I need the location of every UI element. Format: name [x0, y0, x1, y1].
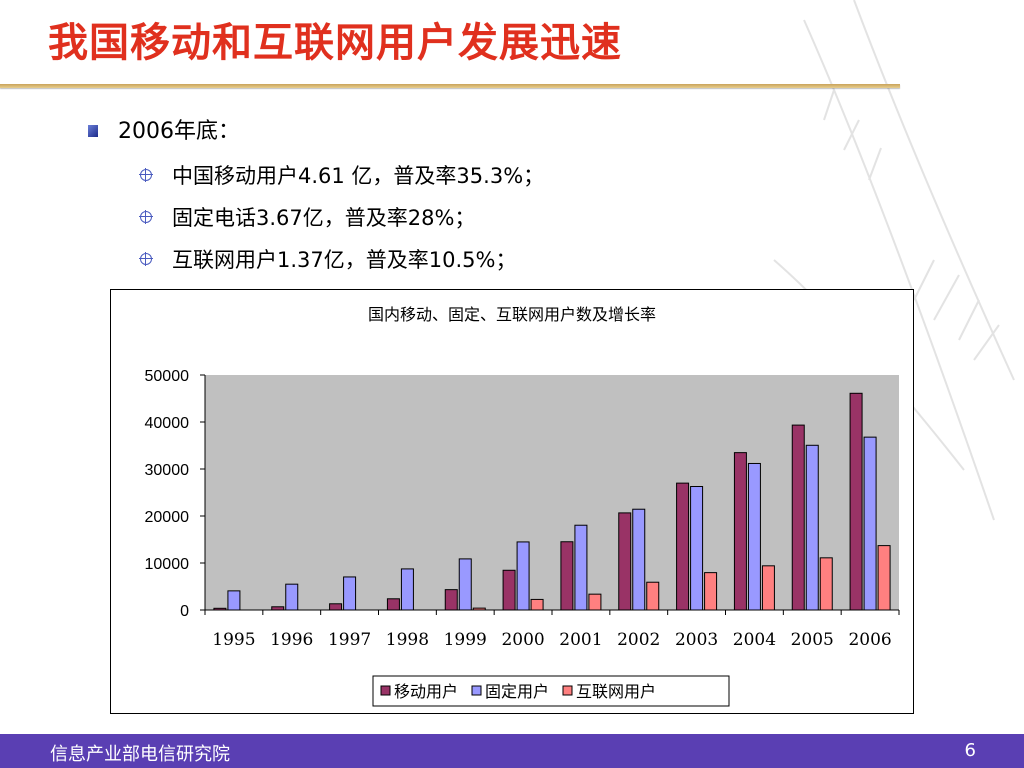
bar-internet — [819, 557, 833, 611]
x-tick-label: 2002 — [617, 630, 660, 650]
bar-fixed — [458, 558, 472, 611]
x-tick-label: 2005 — [791, 630, 834, 650]
bar-fixed — [343, 576, 357, 611]
bar-fixed — [863, 436, 877, 611]
bullet-heading-text: 2006年底： — [118, 119, 240, 144]
slide-title: 我国移动和互联网用户发展迅速 — [48, 20, 622, 66]
x-tick-label: 1996 — [270, 630, 313, 650]
bar-internet — [588, 593, 602, 611]
bar-fixed — [400, 568, 414, 611]
bar-mobile — [676, 482, 690, 611]
bar-internet — [530, 598, 544, 611]
legend-label: 互联网用户 — [576, 682, 656, 701]
bar-mobile — [560, 541, 574, 611]
legend-label: 固定用户 — [485, 682, 549, 701]
page-number: 6 — [964, 740, 976, 761]
bar-mobile — [271, 606, 285, 611]
bar-internet — [646, 581, 660, 611]
bar-fixed — [747, 462, 761, 611]
x-tick-label: 2001 — [559, 630, 602, 650]
bullet-item-text: 中国移动用户4.61 亿，普及率35.3%； — [172, 164, 545, 188]
bullet-item-mobile: 中国移动用户4.61 亿，普及率35.3%； — [139, 160, 545, 190]
bar-mobile — [849, 392, 863, 611]
legend-swatch — [471, 685, 482, 696]
x-tick-label: 2004 — [733, 630, 776, 650]
bar-mobile — [502, 569, 516, 611]
bar-fixed — [227, 590, 241, 611]
bar-fixed — [805, 444, 819, 611]
bar-mobile — [213, 607, 227, 611]
y-tick-label: 10000 — [145, 556, 190, 573]
bar-mobile — [329, 603, 343, 611]
y-tick-label: 30000 — [145, 462, 190, 479]
legend-label: 移动用户 — [394, 682, 458, 701]
bullet-item-text: 互联网用户1.37亿，普及率10.5%； — [172, 248, 517, 272]
bar-fixed — [516, 541, 530, 611]
legend-swatch — [562, 685, 573, 696]
bullet-item-text: 固定电话3.67亿，普及率28%； — [172, 206, 476, 230]
bar-fixed — [632, 508, 646, 611]
bar-fixed — [285, 583, 299, 611]
x-tick-label: 1997 — [328, 630, 371, 650]
x-tick-label: 1999 — [444, 630, 487, 650]
y-tick-label: 20000 — [145, 509, 190, 526]
x-tick-label: 1995 — [212, 630, 255, 650]
bullet-item-internet: 互联网用户1.37亿，普及率10.5%； — [139, 244, 517, 274]
bullet-heading: 2006年底： — [88, 113, 240, 145]
y-tick-label: 0 — [180, 603, 189, 620]
bar-fixed — [690, 486, 704, 611]
legend-swatch — [380, 685, 391, 696]
y-tick-label: 40000 — [145, 415, 190, 432]
title-divider — [0, 84, 900, 88]
bullet-item-fixed: 固定电话3.67亿，普及率28%； — [139, 202, 476, 232]
x-tick-label: 2006 — [848, 630, 891, 650]
bar-mobile — [733, 452, 747, 611]
chart-title: 国内移动、固定、互联网用户数及增长率 — [368, 305, 656, 324]
legend-box — [372, 675, 730, 707]
crosshair-bullet-icon — [139, 252, 153, 266]
bar-mobile — [618, 512, 632, 611]
bar-fixed — [574, 524, 588, 611]
x-tick-label: 2003 — [675, 630, 718, 650]
plot-area — [205, 375, 899, 610]
bar-internet — [472, 607, 486, 611]
bar-internet — [704, 572, 718, 611]
footer-org: 信息产业部电信研究院 — [50, 744, 230, 765]
bar-mobile — [444, 589, 458, 611]
bar-internet — [877, 545, 891, 611]
x-tick-label: 2000 — [501, 630, 544, 650]
x-tick-label: 1998 — [386, 630, 429, 650]
footer-bar: 信息产业部电信研究院 6 — [0, 734, 1024, 768]
square-bullet-icon — [88, 125, 98, 137]
bar-chart: 国内移动、固定、互联网用户数及增长率 0 10000 20000 30000 40000 5… — [145, 305, 900, 707]
chart-container: 国内移动、固定、互联网用户数及增长率 0 10000 20000 30000 40000 5… — [110, 289, 914, 714]
bar-mobile — [386, 598, 400, 611]
bar-internet — [761, 565, 775, 611]
y-tick-label: 50000 — [145, 368, 190, 385]
crosshair-bullet-icon — [139, 168, 153, 182]
crosshair-bullet-icon — [139, 210, 153, 224]
bar-mobile — [791, 424, 805, 611]
